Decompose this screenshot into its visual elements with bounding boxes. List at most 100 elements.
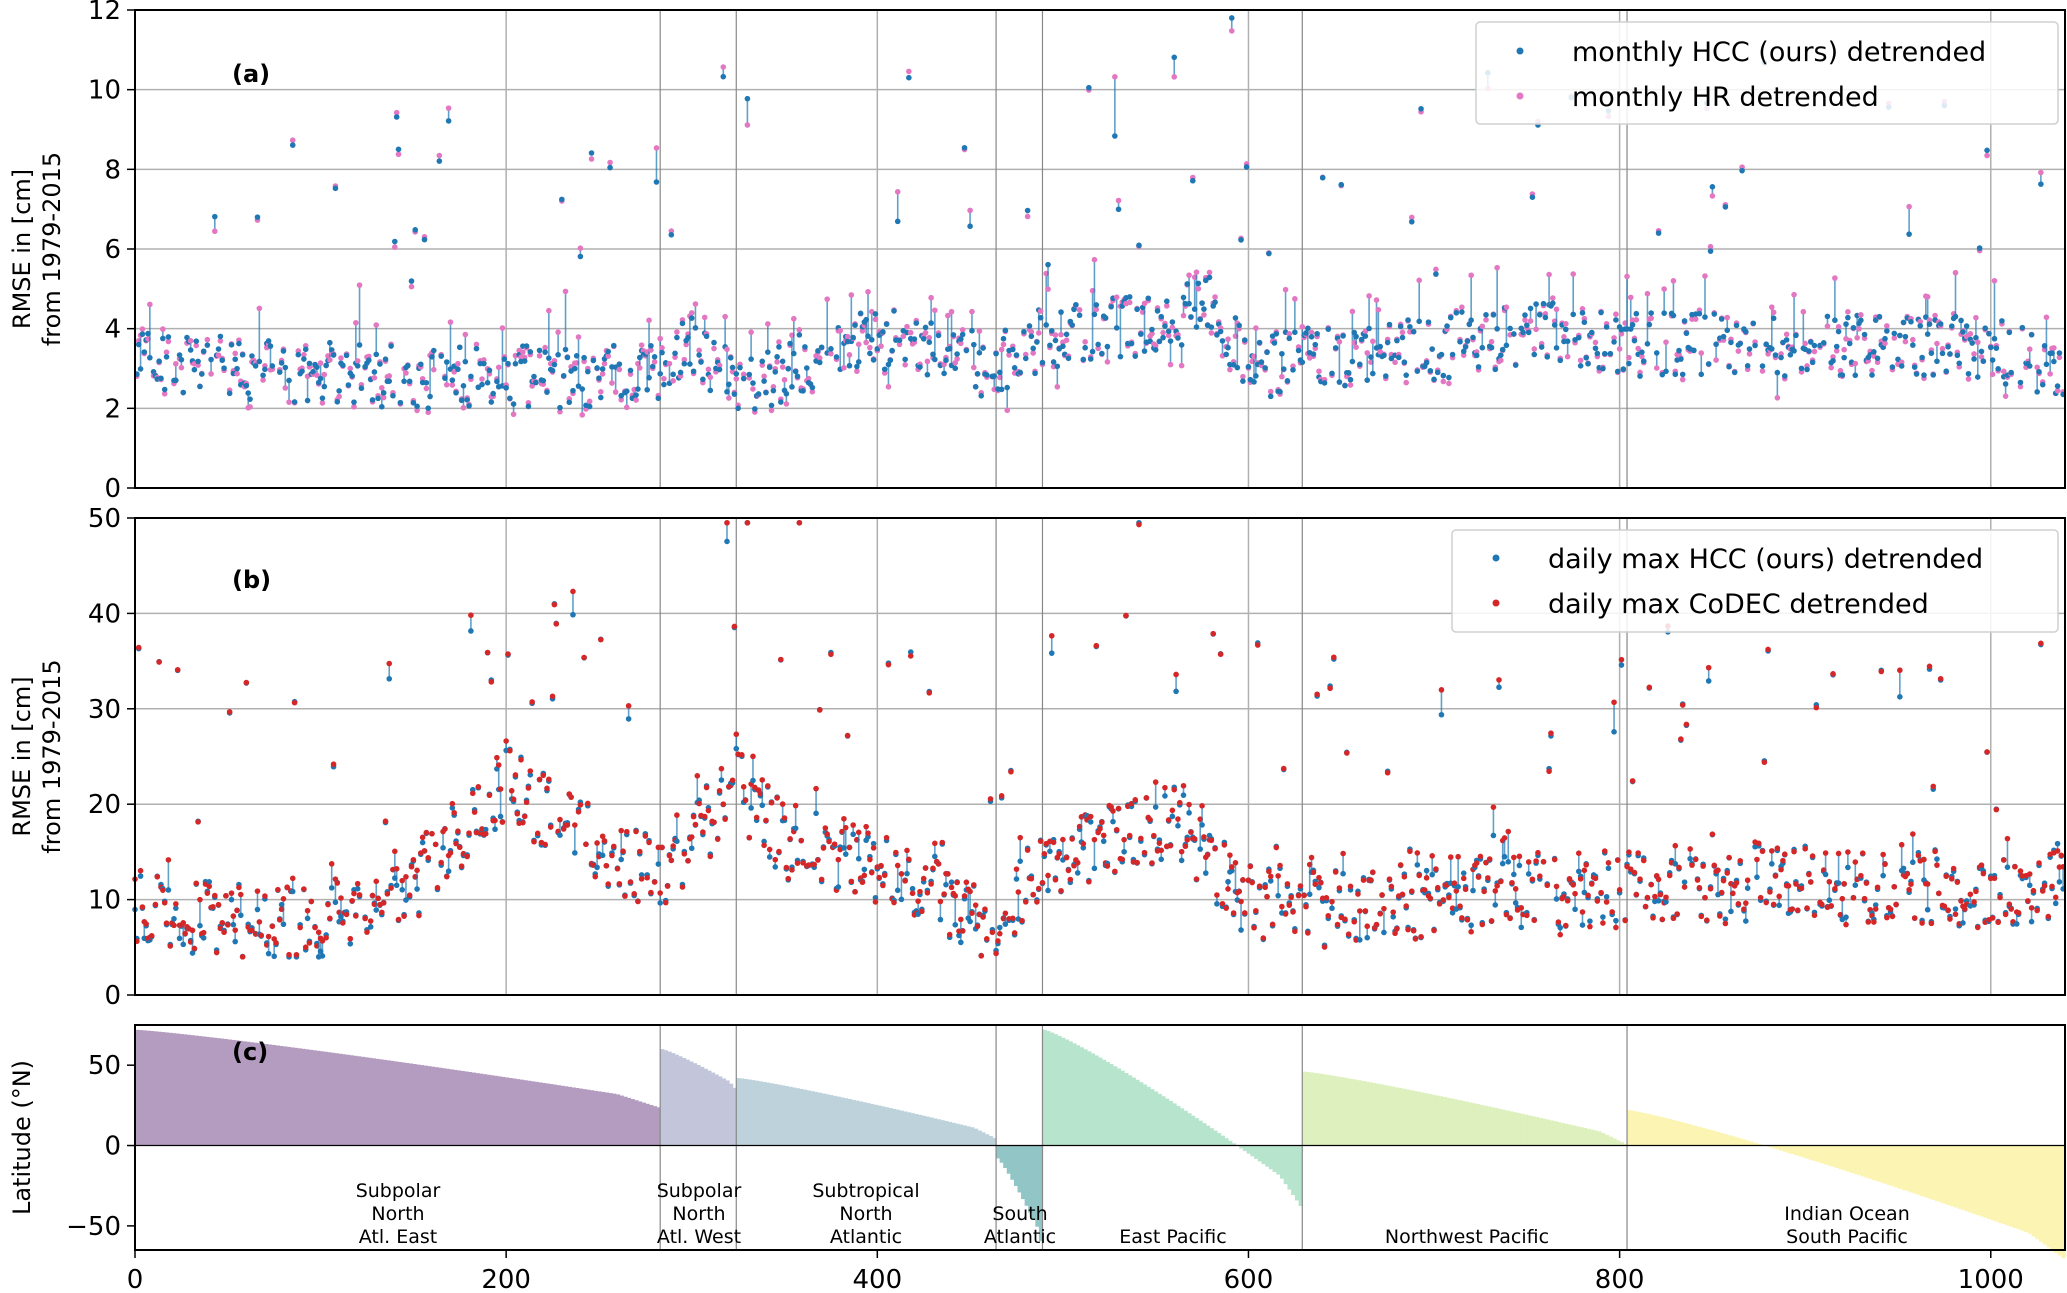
latitude-bar: [475, 1073, 480, 1146]
hcc-monthly-point: [1917, 323, 1924, 329]
latitude-bar: [1742, 1139, 1747, 1146]
legend-marker-codec-daily: [1492, 599, 1500, 607]
codec-daily-point: [1325, 912, 1332, 919]
codec-daily-point: [993, 950, 999, 957]
hr-monthly-point: [932, 307, 938, 314]
hr-monthly-point: [790, 315, 797, 322]
hr-monthly-point: [1165, 332, 1172, 339]
hr-monthly-point: [430, 366, 437, 373]
latitude-bar: [282, 1046, 288, 1146]
codec-daily-point: [1971, 899, 1977, 905]
hcc-monthly-point: [778, 399, 784, 405]
codec-daily-point: [1412, 936, 1419, 942]
hcc-monthly-point: [1793, 332, 1799, 339]
hcc-monthly-point: [254, 214, 261, 220]
codec-daily-point: [894, 862, 901, 869]
hcc-monthly-point: [1691, 347, 1697, 354]
hcc-monthly-point: [1579, 310, 1586, 316]
hcc-monthly-point: [1026, 323, 1033, 329]
hr-monthly-point: [1570, 271, 1577, 277]
hcc-monthly-point: [1253, 373, 1259, 379]
codec-daily-point: [276, 917, 283, 923]
hcc-daily-point: [1603, 893, 1610, 900]
hr-monthly-point: [859, 328, 866, 334]
codec-daily-point: [529, 699, 535, 705]
hr-monthly-point: [314, 372, 320, 378]
hcc-monthly-point: [1240, 378, 1246, 384]
hcc-monthly-point: [740, 375, 747, 382]
hr-monthly-point: [160, 326, 166, 332]
latitude-bar: [2005, 1145, 2010, 1226]
codec-daily-point: [197, 896, 203, 903]
hcc-monthly-point: [815, 348, 821, 354]
hcc-monthly-point: [334, 399, 341, 405]
hcc-daily-point: [1267, 878, 1274, 884]
codec-daily-point: [1585, 892, 1591, 899]
hcc-monthly-point: [1663, 368, 1669, 375]
hcc-monthly-point: [228, 342, 235, 348]
hcc-daily-point: [2026, 882, 2033, 889]
codec-daily-point: [1251, 924, 1257, 931]
codec-daily-point: [824, 831, 831, 837]
hcc-monthly-point: [430, 347, 437, 354]
hcc-daily-point: [688, 845, 695, 852]
latitude-bar: [825, 1094, 830, 1146]
hcc-monthly-point: [1154, 308, 1161, 314]
codec-daily-point: [796, 519, 803, 526]
hr-monthly-point: [520, 349, 526, 355]
codec-daily-point: [867, 856, 873, 863]
latitude-bar: [482, 1074, 487, 1146]
codec-daily-point: [1761, 759, 1768, 766]
panel-c-ylabel: Latitude (°N): [8, 1060, 36, 1215]
codec-daily-point: [651, 879, 658, 885]
latitude-bar: [984, 1134, 990, 1146]
codec-daily-point: [1074, 859, 1081, 866]
hcc-monthly-point: [1637, 373, 1643, 379]
latitude-bar: [1516, 1112, 1521, 1146]
hcc-monthly-point: [306, 360, 313, 367]
codec-daily-point: [1230, 910, 1237, 916]
hcc-daily-point: [1175, 823, 1181, 829]
codec-daily-point: [438, 859, 445, 866]
hr-monthly-point: [716, 362, 723, 369]
latitude-bar: [312, 1050, 317, 1146]
latitude-bar: [1003, 1145, 1008, 1169]
latitude-bar: [1942, 1145, 1947, 1204]
latitude-bar: [1975, 1145, 1981, 1216]
hr-monthly-point: [958, 340, 964, 347]
hr-monthly-point: [707, 374, 714, 381]
codec-daily-point: [1735, 901, 1742, 907]
hcc-monthly-point: [1132, 353, 1139, 359]
hcc-monthly-point: [922, 324, 929, 331]
codec-daily-point: [1488, 918, 1495, 924]
hcc-monthly-point: [1820, 340, 1827, 346]
latitude-bar: [814, 1091, 819, 1146]
codec-daily-point: [1659, 916, 1666, 923]
hr-monthly-point: [661, 375, 667, 382]
hcc-daily-point: [943, 881, 949, 888]
latitude-bar: [710, 1072, 716, 1146]
hr-monthly-point: [1653, 365, 1660, 371]
hcc-monthly-point: [896, 337, 903, 344]
hcc-monthly-point: [1095, 341, 1101, 348]
hcc-monthly-point: [319, 395, 326, 401]
codec-daily-point: [230, 913, 237, 919]
codec-daily-point: [1143, 795, 1150, 801]
hcc-daily-point: [1572, 906, 1578, 913]
hcc-monthly-point: [2002, 381, 2009, 387]
codec-daily-point: [1167, 842, 1174, 849]
codec-daily-point: [1807, 879, 1814, 885]
latitude-bar: [460, 1070, 465, 1146]
codec-daily-point: [1345, 931, 1352, 938]
codec-daily-point: [774, 795, 780, 801]
hr-monthly-point: [863, 339, 869, 346]
codec-daily-point: [1674, 911, 1680, 917]
codec-daily-point: [508, 787, 515, 794]
hr-monthly-point: [317, 360, 324, 366]
panel-b-y-tick-label: 10: [88, 886, 121, 916]
panel-a-y-tick-label: 0: [104, 474, 121, 504]
latitude-bar: [1202, 1123, 1207, 1146]
latitude-bar: [1897, 1145, 1903, 1189]
latitude-bar: [869, 1103, 875, 1146]
hcc-daily-point: [1822, 871, 1829, 878]
